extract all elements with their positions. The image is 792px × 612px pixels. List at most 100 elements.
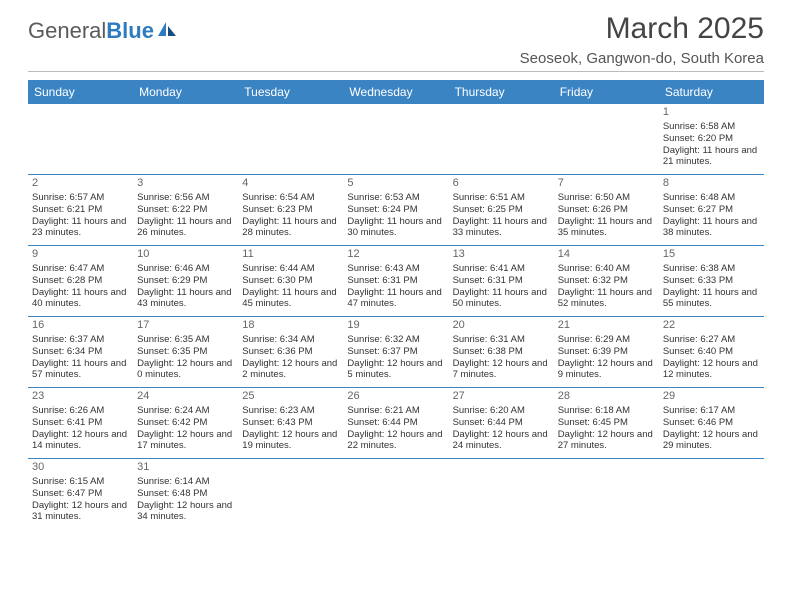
day-header: Friday bbox=[554, 80, 659, 104]
sunrise-text: Sunrise: 6:32 AM bbox=[347, 334, 444, 346]
daylight-text: Daylight: 11 hours and 35 minutes. bbox=[558, 216, 655, 240]
daylight-text: Daylight: 12 hours and 29 minutes. bbox=[663, 429, 760, 453]
calendar-day-cell: 19Sunrise: 6:32 AMSunset: 6:37 PMDayligh… bbox=[343, 317, 448, 387]
calendar-week-row: 30Sunrise: 6:15 AMSunset: 6:47 PMDayligh… bbox=[28, 459, 764, 529]
logo: GeneralBlue bbox=[28, 18, 178, 46]
sunset-text: Sunset: 6:32 PM bbox=[558, 275, 655, 287]
day-number: 1 bbox=[663, 106, 760, 120]
calendar-day-cell: 24Sunrise: 6:24 AMSunset: 6:42 PMDayligh… bbox=[133, 388, 238, 458]
calendar-day-cell: 20Sunrise: 6:31 AMSunset: 6:38 PMDayligh… bbox=[449, 317, 554, 387]
day-number: 4 bbox=[242, 177, 339, 191]
sunset-text: Sunset: 6:41 PM bbox=[32, 417, 129, 429]
sunrise-text: Sunrise: 6:37 AM bbox=[32, 334, 129, 346]
sunset-text: Sunset: 6:31 PM bbox=[453, 275, 550, 287]
sunset-text: Sunset: 6:42 PM bbox=[137, 417, 234, 429]
sunrise-text: Sunrise: 6:29 AM bbox=[558, 334, 655, 346]
calendar-empty-cell bbox=[554, 459, 659, 529]
day-number: 18 bbox=[242, 319, 339, 333]
calendar-empty-cell bbox=[28, 104, 133, 174]
day-number: 16 bbox=[32, 319, 129, 333]
calendar-day-cell: 9Sunrise: 6:47 AMSunset: 6:28 PMDaylight… bbox=[28, 246, 133, 316]
day-number: 13 bbox=[453, 248, 550, 262]
calendar-day-cell: 21Sunrise: 6:29 AMSunset: 6:39 PMDayligh… bbox=[554, 317, 659, 387]
day-number: 12 bbox=[347, 248, 444, 262]
logo-text-1: General bbox=[28, 18, 106, 44]
sunrise-text: Sunrise: 6:27 AM bbox=[663, 334, 760, 346]
sunrise-text: Sunrise: 6:44 AM bbox=[242, 263, 339, 275]
day-number: 23 bbox=[32, 390, 129, 404]
day-header: Monday bbox=[133, 80, 238, 104]
day-number: 19 bbox=[347, 319, 444, 333]
day-number: 10 bbox=[137, 248, 234, 262]
day-number: 22 bbox=[663, 319, 760, 333]
daylight-text: Daylight: 12 hours and 22 minutes. bbox=[347, 429, 444, 453]
daylight-text: Daylight: 12 hours and 17 minutes. bbox=[137, 429, 234, 453]
calendar-day-cell: 28Sunrise: 6:18 AMSunset: 6:45 PMDayligh… bbox=[554, 388, 659, 458]
sunset-text: Sunset: 6:44 PM bbox=[453, 417, 550, 429]
calendar-empty-cell bbox=[238, 104, 343, 174]
calendar-day-cell: 27Sunrise: 6:20 AMSunset: 6:44 PMDayligh… bbox=[449, 388, 554, 458]
sunset-text: Sunset: 6:24 PM bbox=[347, 204, 444, 216]
sunrise-text: Sunrise: 6:21 AM bbox=[347, 405, 444, 417]
calendar-day-cell: 3Sunrise: 6:56 AMSunset: 6:22 PMDaylight… bbox=[133, 175, 238, 245]
sunrise-text: Sunrise: 6:38 AM bbox=[663, 263, 760, 275]
day-header: Wednesday bbox=[343, 80, 448, 104]
calendar-empty-cell bbox=[449, 104, 554, 174]
daylight-text: Daylight: 11 hours and 55 minutes. bbox=[663, 287, 760, 311]
day-number: 9 bbox=[32, 248, 129, 262]
logo-text-2: Blue bbox=[106, 18, 154, 44]
sunrise-text: Sunrise: 6:54 AM bbox=[242, 192, 339, 204]
sunset-text: Sunset: 6:26 PM bbox=[558, 204, 655, 216]
sunset-text: Sunset: 6:35 PM bbox=[137, 346, 234, 358]
daylight-text: Daylight: 12 hours and 24 minutes. bbox=[453, 429, 550, 453]
sunrise-text: Sunrise: 6:31 AM bbox=[453, 334, 550, 346]
sunset-text: Sunset: 6:47 PM bbox=[32, 488, 129, 500]
calendar-empty-cell bbox=[554, 104, 659, 174]
day-number: 3 bbox=[137, 177, 234, 191]
day-number: 5 bbox=[347, 177, 444, 191]
sunrise-text: Sunrise: 6:46 AM bbox=[137, 263, 234, 275]
day-number: 27 bbox=[453, 390, 550, 404]
sunrise-text: Sunrise: 6:47 AM bbox=[32, 263, 129, 275]
sunset-text: Sunset: 6:39 PM bbox=[558, 346, 655, 358]
day-number: 14 bbox=[558, 248, 655, 262]
day-number: 24 bbox=[137, 390, 234, 404]
sunset-text: Sunset: 6:48 PM bbox=[137, 488, 234, 500]
calendar-empty-cell bbox=[343, 104, 448, 174]
sunset-text: Sunset: 6:43 PM bbox=[242, 417, 339, 429]
sunrise-text: Sunrise: 6:50 AM bbox=[558, 192, 655, 204]
day-number: 11 bbox=[242, 248, 339, 262]
sunset-text: Sunset: 6:29 PM bbox=[137, 275, 234, 287]
calendar-day-cell: 1Sunrise: 6:58 AMSunset: 6:20 PMDaylight… bbox=[659, 104, 764, 174]
calendar-day-cell: 6Sunrise: 6:51 AMSunset: 6:25 PMDaylight… bbox=[449, 175, 554, 245]
daylight-text: Daylight: 11 hours and 45 minutes. bbox=[242, 287, 339, 311]
sunrise-text: Sunrise: 6:51 AM bbox=[453, 192, 550, 204]
calendar-body: 1Sunrise: 6:58 AMSunset: 6:20 PMDaylight… bbox=[28, 104, 764, 529]
day-header: Saturday bbox=[659, 80, 764, 104]
day-number: 7 bbox=[558, 177, 655, 191]
sunrise-text: Sunrise: 6:20 AM bbox=[453, 405, 550, 417]
sunrise-text: Sunrise: 6:41 AM bbox=[453, 263, 550, 275]
sunrise-text: Sunrise: 6:14 AM bbox=[137, 476, 234, 488]
calendar-day-cell: 8Sunrise: 6:48 AMSunset: 6:27 PMDaylight… bbox=[659, 175, 764, 245]
calendar-empty-cell bbox=[449, 459, 554, 529]
day-number: 30 bbox=[32, 461, 129, 475]
day-number: 6 bbox=[453, 177, 550, 191]
sunset-text: Sunset: 6:28 PM bbox=[32, 275, 129, 287]
day-number: 2 bbox=[32, 177, 129, 191]
daylight-text: Daylight: 11 hours and 47 minutes. bbox=[347, 287, 444, 311]
calendar-day-cell: 30Sunrise: 6:15 AMSunset: 6:47 PMDayligh… bbox=[28, 459, 133, 529]
calendar-week-row: 16Sunrise: 6:37 AMSunset: 6:34 PMDayligh… bbox=[28, 317, 764, 388]
calendar-day-cell: 15Sunrise: 6:38 AMSunset: 6:33 PMDayligh… bbox=[659, 246, 764, 316]
sunrise-text: Sunrise: 6:15 AM bbox=[32, 476, 129, 488]
calendar-day-cell: 2Sunrise: 6:57 AMSunset: 6:21 PMDaylight… bbox=[28, 175, 133, 245]
day-number: 21 bbox=[558, 319, 655, 333]
day-header: Sunday bbox=[28, 80, 133, 104]
calendar-day-cell: 17Sunrise: 6:35 AMSunset: 6:35 PMDayligh… bbox=[133, 317, 238, 387]
daylight-text: Daylight: 12 hours and 19 minutes. bbox=[242, 429, 339, 453]
calendar: SundayMondayTuesdayWednesdayThursdayFrid… bbox=[28, 80, 764, 529]
sunset-text: Sunset: 6:44 PM bbox=[347, 417, 444, 429]
calendar-week-row: 1Sunrise: 6:58 AMSunset: 6:20 PMDaylight… bbox=[28, 104, 764, 175]
sunset-text: Sunset: 6:20 PM bbox=[663, 133, 760, 145]
day-number: 17 bbox=[137, 319, 234, 333]
